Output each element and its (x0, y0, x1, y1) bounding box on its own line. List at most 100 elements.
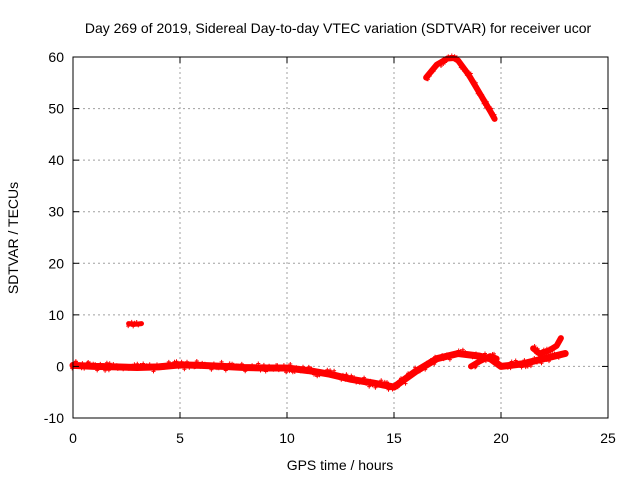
data-point (295, 366, 300, 371)
data-point (95, 365, 100, 370)
data-point (463, 350, 468, 355)
x-tick-label: 15 (386, 430, 402, 446)
data-point (362, 375, 367, 380)
data-point (231, 362, 236, 367)
data-point (441, 357, 446, 362)
data-point (252, 367, 257, 371)
data-point (492, 112, 497, 117)
data-point (166, 359, 171, 364)
data-point (80, 361, 85, 366)
data-point (182, 367, 187, 372)
data-point (517, 361, 522, 366)
data-point (476, 354, 481, 359)
data-point (185, 359, 189, 364)
data-point (373, 383, 378, 388)
data-point (489, 106, 494, 111)
data-point (386, 387, 391, 392)
y-tick-label: 10 (48, 307, 64, 323)
data-point (485, 357, 490, 362)
data-point (143, 366, 148, 370)
data-point (281, 363, 286, 368)
data-point (178, 364, 183, 369)
chart-title: Day 269 of 2019, Sidereal Day-to-day VTE… (85, 20, 592, 36)
data-point (398, 382, 402, 387)
data-point (474, 351, 478, 356)
x-axis-label: GPS time / hours (287, 457, 394, 473)
data-point (512, 364, 517, 368)
data-point (367, 384, 372, 389)
y-tick-label: 0 (56, 358, 64, 374)
data-point (147, 362, 152, 367)
data-point (110, 365, 115, 370)
data-point (440, 353, 445, 358)
data-point (332, 368, 337, 373)
data-point (474, 84, 479, 89)
y-tick-label: 20 (48, 255, 64, 271)
data-point (343, 377, 348, 382)
data-point (436, 62, 441, 67)
data-point (70, 366, 75, 371)
data-point (220, 362, 225, 367)
data-point (534, 351, 539, 356)
data-point (315, 374, 320, 379)
data-point (243, 367, 248, 372)
data-point (452, 54, 457, 59)
data-point (254, 364, 259, 369)
data-point (535, 360, 539, 365)
data-point (115, 366, 120, 371)
data-point (387, 382, 392, 387)
data-point (550, 348, 555, 353)
data-point (278, 366, 283, 371)
data-point (453, 352, 458, 357)
data-point (541, 347, 546, 352)
data-point (555, 343, 559, 348)
data-point (423, 367, 428, 372)
data-point (301, 364, 305, 369)
data-point (403, 374, 408, 379)
data-point (535, 346, 540, 351)
series-arc-19-20-h (468, 351, 500, 370)
data-point (483, 359, 488, 364)
data-point (284, 370, 289, 375)
data-point (481, 101, 486, 106)
data-point (111, 362, 116, 366)
data-point (519, 365, 524, 370)
data-point (484, 99, 489, 104)
data-point (170, 363, 175, 368)
data-point (473, 364, 478, 369)
data-point (283, 367, 287, 372)
data-point (403, 381, 408, 386)
data-point (530, 361, 534, 366)
data-point (176, 365, 181, 370)
data-point (317, 373, 322, 378)
data-point (160, 363, 165, 368)
data-point (410, 372, 415, 377)
data-point (131, 365, 136, 369)
data-point (417, 369, 422, 374)
data-point (129, 319, 134, 324)
data-point (465, 68, 470, 73)
data-point (298, 369, 303, 374)
data-point (93, 362, 98, 367)
data-point (250, 363, 255, 368)
y-axis-label: SDTVAR / TECUs (5, 182, 21, 294)
data-point (376, 381, 381, 386)
data-point (265, 368, 270, 373)
data-point (101, 363, 105, 368)
data-point (271, 367, 276, 372)
data-point (464, 73, 469, 78)
data-point (424, 360, 429, 365)
data-point (504, 363, 509, 368)
data-point (458, 349, 463, 354)
data-point (183, 362, 188, 367)
data-point (413, 365, 418, 370)
data-point (202, 361, 207, 366)
data-point (465, 352, 470, 356)
data-point (106, 368, 111, 373)
data-point (256, 361, 261, 366)
data-point (530, 346, 535, 351)
data-point (532, 356, 537, 360)
data-point (193, 365, 198, 369)
data-point (475, 86, 480, 91)
